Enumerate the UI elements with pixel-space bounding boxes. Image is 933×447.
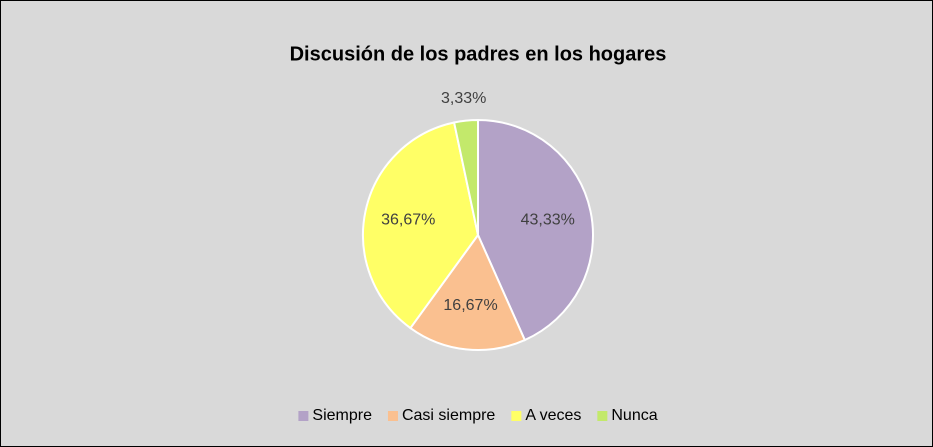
data-label: 43,33% xyxy=(521,211,575,228)
legend-label: Casi siempre xyxy=(402,407,495,424)
pie-slice xyxy=(362,121,480,330)
pie-slice xyxy=(452,118,479,236)
pie-slice xyxy=(477,118,594,342)
data-label: 36,67% xyxy=(381,211,435,228)
data-label: 16,67% xyxy=(443,297,497,314)
legend-swatch xyxy=(597,411,608,421)
legend-label: Nunca xyxy=(611,407,657,424)
legend-label: Siempre xyxy=(312,407,372,424)
legend-swatch xyxy=(511,411,522,421)
data-label: 3,33% xyxy=(441,90,486,107)
legend-swatch xyxy=(387,411,398,421)
chart-title: Discusión de los padres en los hogares xyxy=(290,43,667,65)
legend-swatch xyxy=(298,411,309,421)
legend-label: A veces xyxy=(525,407,581,424)
pie-slice xyxy=(409,233,527,351)
